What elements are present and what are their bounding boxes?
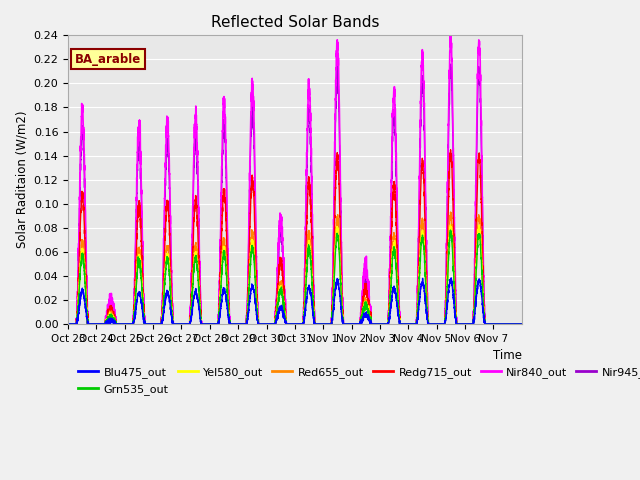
Grn535_out: [64, 321, 72, 327]
Grn535_out: [452, 318, 460, 324]
Nir945_out: [452, 315, 460, 321]
Grn535_out: [441, 321, 449, 326]
Yel580_out: [335, 244, 343, 250]
Line: Redg715_out: Redg715_out: [68, 150, 522, 324]
Yel580_out: [447, 222, 454, 228]
Yel580_out: [64, 321, 72, 327]
Redg715_out: [158, 313, 166, 319]
Grn535_out: [311, 321, 319, 326]
Red655_out: [64, 321, 72, 327]
Nir840_out: [64, 321, 72, 327]
Grn535_out: [158, 318, 166, 324]
Blu475_out: [419, 281, 426, 287]
Nir840_out: [441, 320, 449, 326]
Yel580_out: [419, 231, 426, 237]
Redg715_out: [452, 317, 460, 323]
Nir945_out: [441, 320, 449, 326]
Title: Reflected Solar Bands: Reflected Solar Bands: [211, 15, 379, 30]
Nir945_out: [64, 321, 72, 327]
Yel580_out: [158, 315, 166, 321]
Yel580_out: [441, 321, 449, 326]
Line: Nir840_out: Nir840_out: [68, 31, 522, 324]
Blu475_out: [441, 321, 449, 326]
Nir840_out: [158, 306, 166, 312]
Line: Red655_out: Red655_out: [68, 212, 522, 324]
Red655_out: [311, 321, 319, 326]
Redg715_out: [447, 147, 454, 153]
Redg715_out: [64, 321, 72, 327]
Red655_out: [447, 209, 454, 215]
Blu475_out: [447, 275, 455, 281]
Line: Nir945_out: Nir945_out: [68, 64, 522, 324]
Blu475_out: [518, 321, 525, 327]
Nir840_out: [518, 321, 525, 327]
Y-axis label: Solar Raditaion (W/m2): Solar Raditaion (W/m2): [15, 111, 28, 248]
Nir945_out: [158, 309, 166, 315]
Blu475_out: [158, 317, 166, 323]
Redg715_out: [335, 187, 343, 192]
Nir840_out: [419, 55, 426, 61]
X-axis label: Time: Time: [493, 349, 522, 362]
Nir840_out: [447, 28, 454, 34]
Blu475_out: [64, 321, 72, 327]
Redg715_out: [419, 161, 426, 167]
Line: Yel580_out: Yel580_out: [68, 225, 522, 324]
Nir945_out: [518, 321, 525, 327]
Nir840_out: [335, 94, 343, 100]
Blu475_out: [452, 321, 460, 327]
Grn535_out: [518, 321, 525, 327]
Yel580_out: [311, 321, 319, 326]
Redg715_out: [311, 321, 319, 326]
Line: Blu475_out: Blu475_out: [68, 278, 522, 324]
Red655_out: [335, 234, 343, 240]
Redg715_out: [518, 321, 525, 327]
Blu475_out: [335, 286, 343, 292]
Text: BA_arable: BA_arable: [75, 53, 141, 66]
Grn535_out: [447, 227, 454, 233]
Red655_out: [518, 321, 525, 327]
Yel580_out: [518, 321, 525, 327]
Red655_out: [452, 320, 460, 325]
Nir840_out: [452, 314, 460, 320]
Nir945_out: [335, 117, 343, 123]
Red655_out: [441, 321, 449, 326]
Yel580_out: [452, 319, 460, 324]
Red655_out: [419, 218, 426, 224]
Grn535_out: [335, 249, 343, 255]
Nir840_out: [311, 320, 319, 326]
Grn535_out: [419, 232, 426, 238]
Nir945_out: [419, 81, 426, 86]
Red655_out: [158, 315, 166, 321]
Blu475_out: [311, 321, 319, 327]
Line: Grn535_out: Grn535_out: [68, 230, 522, 324]
Redg715_out: [441, 321, 449, 326]
Nir945_out: [311, 321, 319, 326]
Nir945_out: [447, 61, 454, 67]
Legend: Blu475_out, Grn535_out, Yel580_out, Red655_out, Redg715_out, Nir840_out, Nir945_: Blu475_out, Grn535_out, Yel580_out, Red6…: [74, 363, 640, 399]
